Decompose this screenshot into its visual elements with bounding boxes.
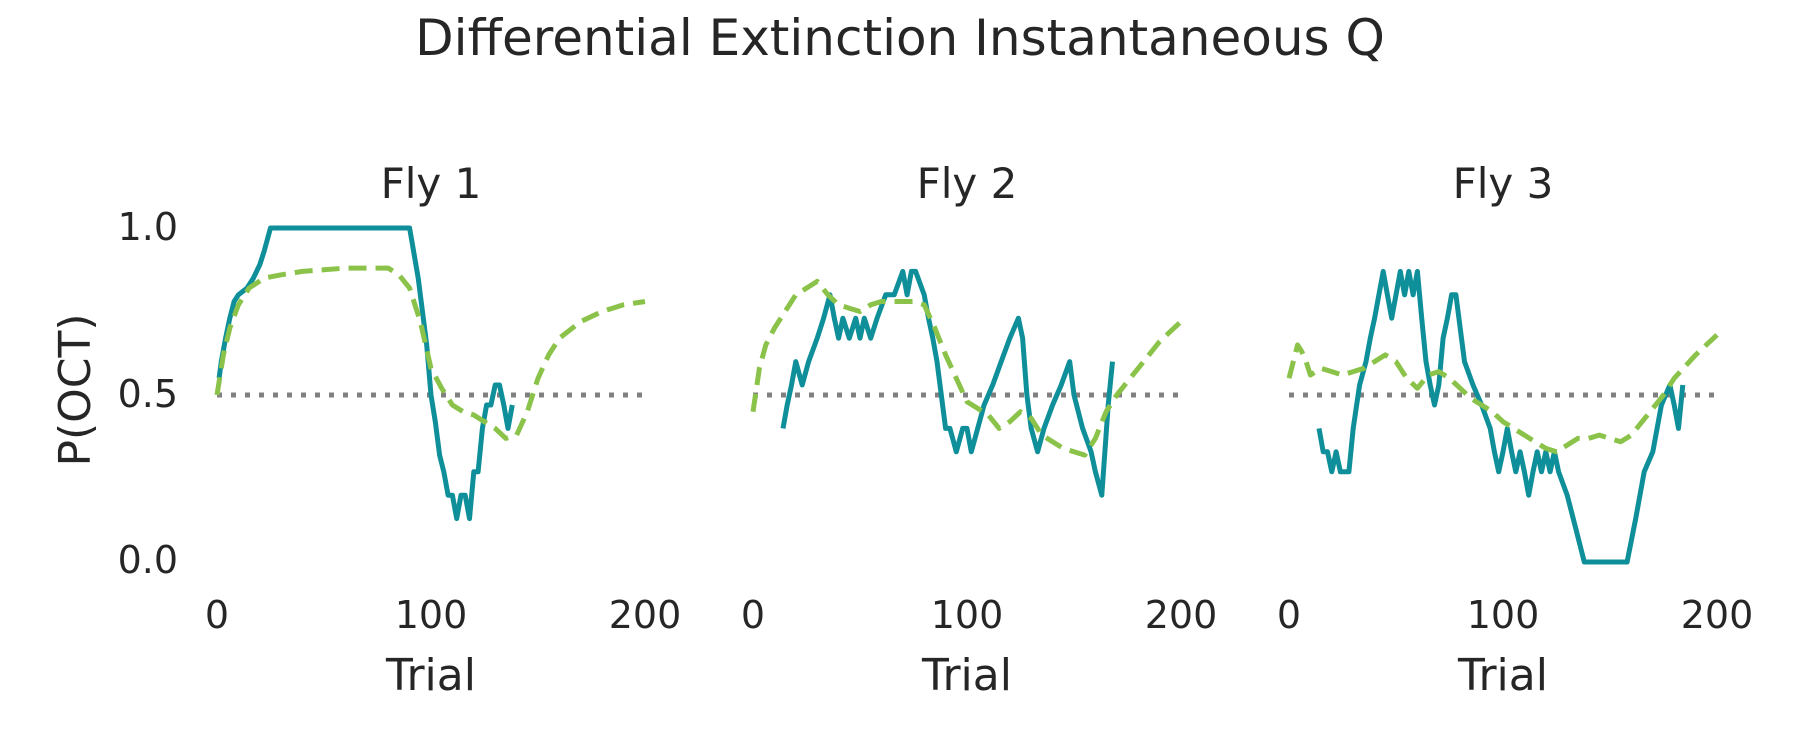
- panel-fly-1: Fly 1 0 100 200 Trial: [205, 159, 681, 701]
- x-axis-label: Trial: [1457, 650, 1548, 701]
- panel-title: Fly 1: [381, 159, 482, 208]
- y-tick-label-0.5: 0.5: [118, 372, 178, 416]
- panel-title: Fly 3: [1453, 159, 1554, 208]
- x-tick-label-200: 200: [1681, 593, 1754, 637]
- observed-line: [1316, 268, 1686, 565]
- observed-line: [780, 268, 1115, 498]
- panel-fly-2: Fly 2 0 100 200 Trial: [741, 159, 1217, 701]
- x-tick-label-0: 0: [205, 593, 229, 637]
- model-line: [750, 278, 1183, 458]
- panel-plot-area: [1286, 268, 1719, 565]
- y-axis-label: P(OCT): [50, 313, 101, 466]
- y-tick-label-1.0: 1.0: [118, 205, 178, 249]
- x-tick-label-200: 200: [1145, 593, 1218, 637]
- model-line: [214, 265, 646, 441]
- x-tick-label-200: 200: [609, 593, 682, 637]
- x-tick-label-0: 0: [741, 593, 765, 637]
- x-tick-label-100: 100: [1467, 593, 1540, 637]
- x-tick-label-0: 0: [1277, 593, 1301, 637]
- panel-plot-area: [750, 268, 1183, 498]
- model-line: [1286, 333, 1719, 455]
- panel-plot-area: [214, 225, 646, 522]
- x-tick-label-100: 100: [931, 593, 1004, 637]
- x-axis-label: Trial: [921, 650, 1012, 701]
- y-tick-label-0.0: 0.0: [118, 538, 178, 582]
- observed-line: [216, 225, 515, 522]
- panel-fly-3: Fly 3 0 100 200 Trial: [1277, 159, 1753, 701]
- figure-title: Differential Extinction Instantaneous Q: [415, 9, 1385, 67]
- x-tick-label-100: 100: [395, 593, 468, 637]
- panel-title: Fly 2: [917, 159, 1018, 208]
- x-axis-label: Trial: [385, 650, 476, 701]
